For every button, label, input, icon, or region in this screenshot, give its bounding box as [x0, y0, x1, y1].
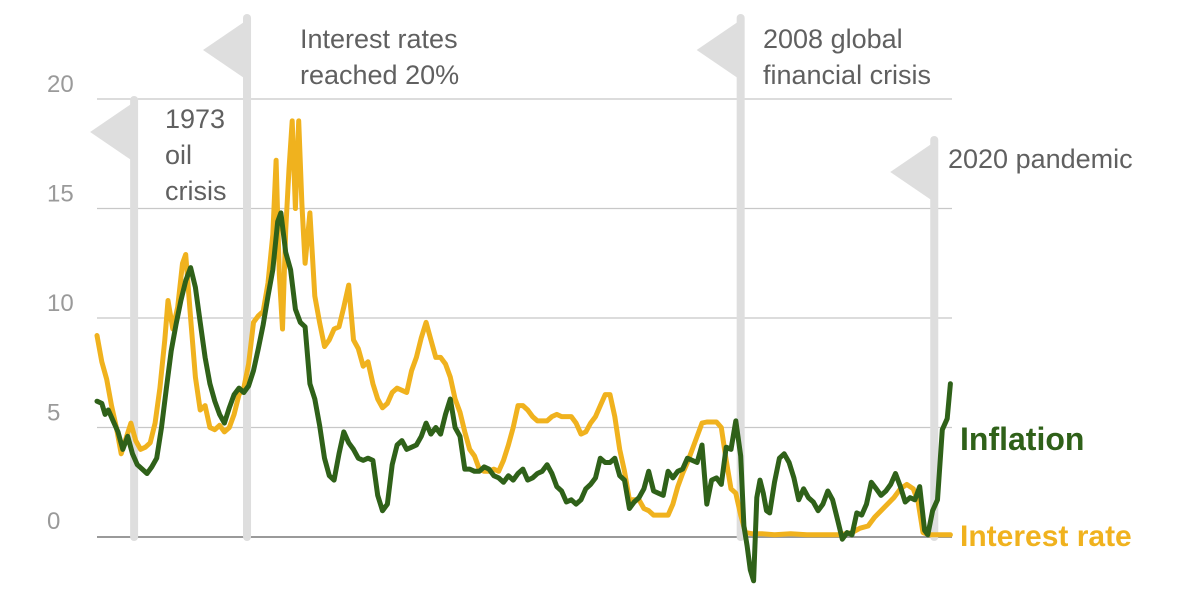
series-label-interest-rate: Interest rate — [960, 520, 1132, 553]
y-tick-label: 15 — [47, 181, 74, 208]
event-annotation-text: financial crisis — [763, 60, 931, 90]
y-tick-label: 10 — [47, 290, 74, 317]
event-annotation-text: 1973 — [165, 104, 225, 134]
event-markers: 1973 oil crisis Interest rates reached 20% 20… — [90, 14, 1133, 541]
series-label-inflation: Inflation — [960, 421, 1084, 457]
event-annotation-text: 2020 pandemic — [948, 144, 1133, 174]
event-annotation-text: Interest rates — [300, 24, 458, 54]
event-marker-flag — [203, 20, 248, 80]
series-lines — [94, 118, 953, 584]
series-line-interest-rate — [94, 118, 953, 538]
event-annotation-text: crisis — [165, 176, 227, 206]
event-annotation-text: reached 20% — [300, 60, 459, 90]
event-marker-flag — [696, 20, 741, 80]
series-labels: Inflation Interest rate — [960, 421, 1132, 553]
event-marker-flag — [890, 142, 935, 202]
y-tick-label: 20 — [47, 71, 74, 98]
event-annotation-text: oil — [165, 140, 192, 170]
event-marker-flag — [90, 102, 135, 162]
series-line-inflation — [94, 210, 953, 584]
y-tick-label: 5 — [47, 400, 60, 427]
y-axis-ticks: 0 5 10 15 20 — [47, 71, 74, 535]
y-tick-label: 0 — [47, 508, 60, 535]
event-annotation-text: 2008 global — [763, 24, 903, 54]
